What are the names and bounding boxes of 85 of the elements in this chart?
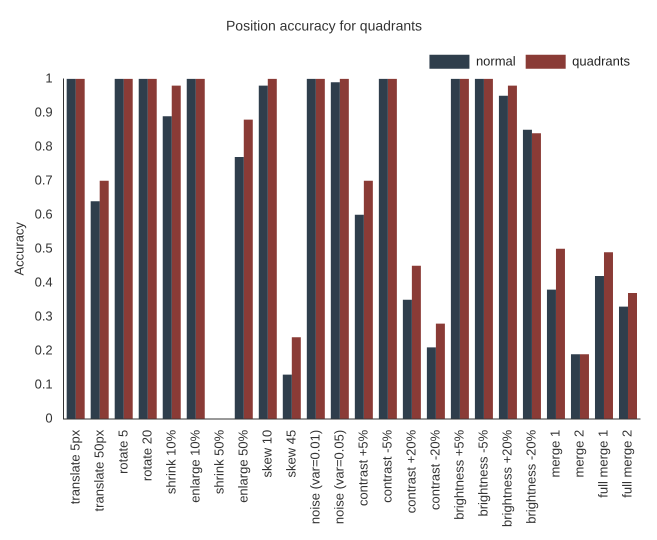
bar bbox=[148, 78, 157, 419]
x-tick-label: contrast +5% bbox=[355, 429, 370, 506]
bar bbox=[570, 354, 580, 419]
x-tick-label: brightness -20% bbox=[524, 429, 539, 524]
y-axis-title: Accuracy bbox=[11, 222, 26, 276]
bar bbox=[402, 300, 412, 419]
x-tick-label: merge 1 bbox=[548, 430, 563, 478]
x-tick-label: translate 5px bbox=[67, 429, 82, 504]
x-tick-label: skew 45 bbox=[283, 430, 298, 478]
bar bbox=[604, 252, 613, 419]
bar bbox=[282, 374, 292, 419]
x-tick-label: noise (var=0.01) bbox=[307, 430, 322, 524]
x-tick-label: rotate 5 bbox=[115, 430, 130, 474]
bar bbox=[114, 78, 124, 419]
y-tick-label: 0.5 bbox=[34, 240, 53, 256]
x-tick-label: full merge 1 bbox=[596, 430, 611, 498]
x-tick-label: noise (var=0.05) bbox=[331, 430, 346, 524]
y-tick-label: 0.9 bbox=[34, 104, 53, 120]
x-tick-label: brightness +5% bbox=[451, 429, 466, 520]
x-tick-label: brightness +20% bbox=[500, 429, 515, 527]
bar bbox=[100, 180, 109, 419]
bar bbox=[330, 82, 340, 419]
bar bbox=[426, 347, 436, 419]
y-tick-label: 0.6 bbox=[34, 206, 53, 222]
x-tick-label: brightness -5% bbox=[475, 429, 490, 517]
bar bbox=[594, 276, 604, 419]
bar bbox=[234, 157, 244, 419]
x-tick-label: enlarge 50% bbox=[235, 429, 250, 503]
bar bbox=[316, 78, 325, 419]
bar bbox=[124, 78, 133, 419]
x-tick-label: translate 50px bbox=[91, 429, 106, 512]
bar bbox=[522, 130, 532, 419]
legend-label: quadrants bbox=[572, 53, 630, 68]
bar bbox=[66, 78, 76, 419]
bar bbox=[364, 180, 373, 419]
bar bbox=[388, 78, 397, 419]
bar bbox=[244, 120, 253, 419]
bar bbox=[460, 78, 469, 419]
bar bbox=[474, 78, 484, 419]
bar bbox=[618, 306, 628, 419]
bar bbox=[498, 96, 508, 419]
x-tick-label: rotate 20 bbox=[139, 430, 154, 482]
x-tick-label: full merge 2 bbox=[620, 430, 635, 498]
bar bbox=[508, 86, 517, 419]
y-tick-label: 0.2 bbox=[34, 342, 53, 358]
bar bbox=[186, 78, 196, 419]
x-tick-label: enlarge 10% bbox=[187, 429, 202, 503]
bar bbox=[172, 86, 181, 419]
bar bbox=[162, 116, 172, 419]
bar bbox=[556, 248, 565, 419]
y-tick-label: 0.4 bbox=[34, 274, 53, 290]
x-tick-label: shrink 10% bbox=[163, 429, 178, 494]
x-tick-label: contrast -5% bbox=[379, 429, 394, 503]
bar bbox=[258, 86, 268, 419]
x-tick-label: merge 2 bbox=[572, 430, 587, 478]
bar bbox=[354, 214, 364, 419]
legend-label: normal bbox=[476, 53, 516, 68]
y-tick-label: 0.3 bbox=[34, 308, 53, 324]
x-tick-label: contrast +20% bbox=[403, 429, 418, 514]
bar bbox=[340, 78, 349, 419]
y-tick-label: 0.1 bbox=[34, 376, 53, 392]
bar bbox=[268, 78, 277, 419]
bar bbox=[292, 337, 301, 419]
x-tick-label: shrink 50% bbox=[211, 429, 226, 494]
bar bbox=[450, 78, 460, 419]
bar bbox=[90, 201, 100, 419]
bar bbox=[138, 78, 148, 419]
bar bbox=[580, 354, 589, 419]
chart-title: Position accuracy for quadrants bbox=[226, 17, 422, 34]
y-tick-label: 0 bbox=[45, 410, 53, 426]
bar bbox=[436, 324, 445, 419]
y-tick-label: 0.7 bbox=[34, 172, 53, 188]
y-tick-label: 0.8 bbox=[34, 138, 53, 154]
bar bbox=[196, 78, 205, 419]
bar bbox=[532, 133, 541, 419]
bar bbox=[628, 293, 637, 419]
bar bbox=[76, 78, 85, 419]
bar bbox=[378, 78, 388, 419]
bar bbox=[484, 78, 493, 419]
bar bbox=[412, 266, 421, 419]
x-tick-label: contrast -20% bbox=[427, 429, 442, 510]
y-tick-label: 1 bbox=[45, 70, 53, 86]
x-tick-label: skew 10 bbox=[259, 430, 274, 478]
bar bbox=[546, 290, 556, 419]
bar bbox=[306, 78, 316, 419]
